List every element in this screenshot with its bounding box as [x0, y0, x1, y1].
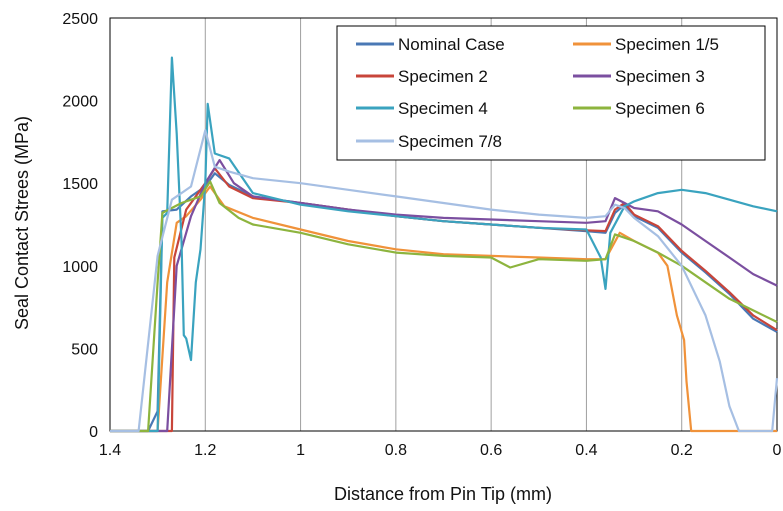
legend-entry-label: Specimen 7/8 — [398, 132, 502, 151]
x-tick-label: 1.2 — [194, 442, 216, 459]
x-tick-label: 0.8 — [385, 442, 407, 459]
y-tick-label: 1000 — [62, 259, 98, 276]
y-tick-labels: 0 500 1000 1500 2000 2500 — [62, 11, 98, 441]
x-tick-label: 1.4 — [99, 442, 121, 459]
y-tick-label: 1500 — [62, 176, 98, 193]
series-line-specimen-7-8 — [110, 129, 779, 433]
series-line-specimen-4 — [110, 56, 778, 433]
y-axis-title: Seal Contact Strees (MPa) — [12, 116, 32, 330]
y-tick-label: 0 — [89, 424, 98, 441]
legend-entry-label: Specimen 1/5 — [615, 35, 719, 54]
x-tick-label: 0.4 — [575, 442, 597, 459]
x-tick-label: 1 — [296, 442, 305, 459]
legend-entry-label: Nominal Case — [398, 35, 505, 54]
legend-entry-label: Specimen 3 — [615, 67, 705, 86]
series-lines — [110, 56, 779, 433]
x-tick-label: 0.6 — [480, 442, 502, 459]
y-tick-label: 2000 — [62, 94, 98, 111]
series-line-nominal-case — [110, 172, 778, 433]
y-tick-label: 2500 — [62, 11, 98, 28]
x-tick-labels: 1.4 1.2 1 0.8 0.6 0.4 0.2 0 — [99, 442, 782, 459]
legend-entry-label: Specimen 2 — [398, 67, 488, 86]
y-tick-label: 500 — [71, 341, 98, 358]
series-line-specimen-2 — [110, 167, 778, 433]
x-axis-title: Distance from Pin Tip (mm) — [334, 484, 552, 504]
series-line-specimen-1-5 — [110, 185, 777, 433]
series-line-specimen-3 — [110, 159, 778, 433]
plot-area-frame — [109, 17, 778, 432]
series-line-specimen-6 — [110, 180, 778, 433]
legend-box — [336, 25, 766, 161]
legend-entry-label: Specimen 4 — [398, 99, 488, 118]
x-tick-label: 0 — [773, 442, 782, 459]
legend: Nominal Case Specimen 1/5 Specimen 2 Specim… — [336, 25, 766, 161]
x-tick-label: 0.2 — [671, 442, 693, 459]
legend-entry-label: Specimen 6 — [615, 99, 705, 118]
